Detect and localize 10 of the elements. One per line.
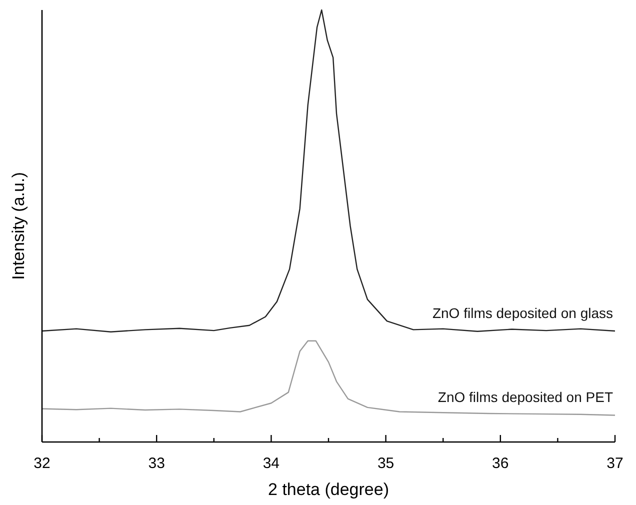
x-tick-label: 35: [377, 455, 394, 472]
series-label: ZnO films deposited on glass: [432, 304, 613, 321]
x-tick-label: 37: [606, 455, 624, 472]
series-label: ZnO films deposited on PET: [438, 389, 614, 406]
x-tick-label: 36: [492, 455, 509, 472]
x-tick-label: 32: [34, 455, 50, 472]
y-axis-title: Intensity (a.u.): [9, 172, 28, 280]
x-tick-label: 33: [148, 455, 165, 472]
x-tick-label: 34: [262, 455, 280, 472]
x-axis-title: 2 theta (degree): [268, 480, 389, 499]
